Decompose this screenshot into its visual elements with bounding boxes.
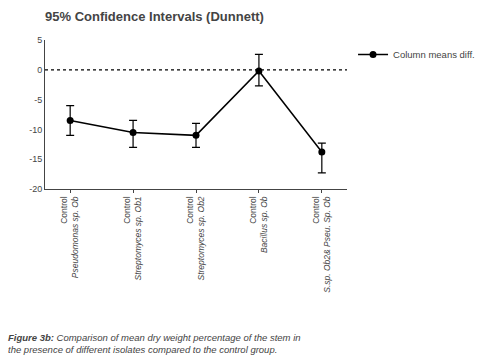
svg-text:ControlPseudomonas sp. Ob: ControlPseudomonas sp. Ob [59, 196, 80, 278]
svg-text:ControlBacillus sp. Ob: ControlBacillus sp. Ob [248, 196, 269, 253]
svg-text:ControlStreptomyces sp. Ob2: ControlStreptomyces sp. Ob2 [185, 196, 206, 280]
svg-text:Figure 3b: Comparison of mean: Figure 3b: Comparison of mean dry weight… [8, 332, 301, 355]
svg-text:ControlS.sp. Ob2& Pseu. Sp. Ob: ControlS.sp. Ob2& Pseu. Sp. Ob [311, 196, 332, 293]
svg-text:95% Confidence Intervals (Dunn: 95% Confidence Intervals (Dunnett) [45, 9, 264, 24]
svg-text:Column means diff.: Column means diff. [393, 49, 475, 60]
svg-text:-5: -5 [34, 95, 42, 105]
svg-text:-10: -10 [29, 125, 42, 135]
svg-text:-20: -20 [29, 184, 42, 194]
svg-text:5: 5 [37, 35, 42, 45]
svg-text:0: 0 [37, 65, 42, 75]
svg-text:-15: -15 [29, 154, 42, 164]
svg-text:ControlStreptomyces sp. Ob1: ControlStreptomyces sp. Ob1 [122, 196, 143, 280]
